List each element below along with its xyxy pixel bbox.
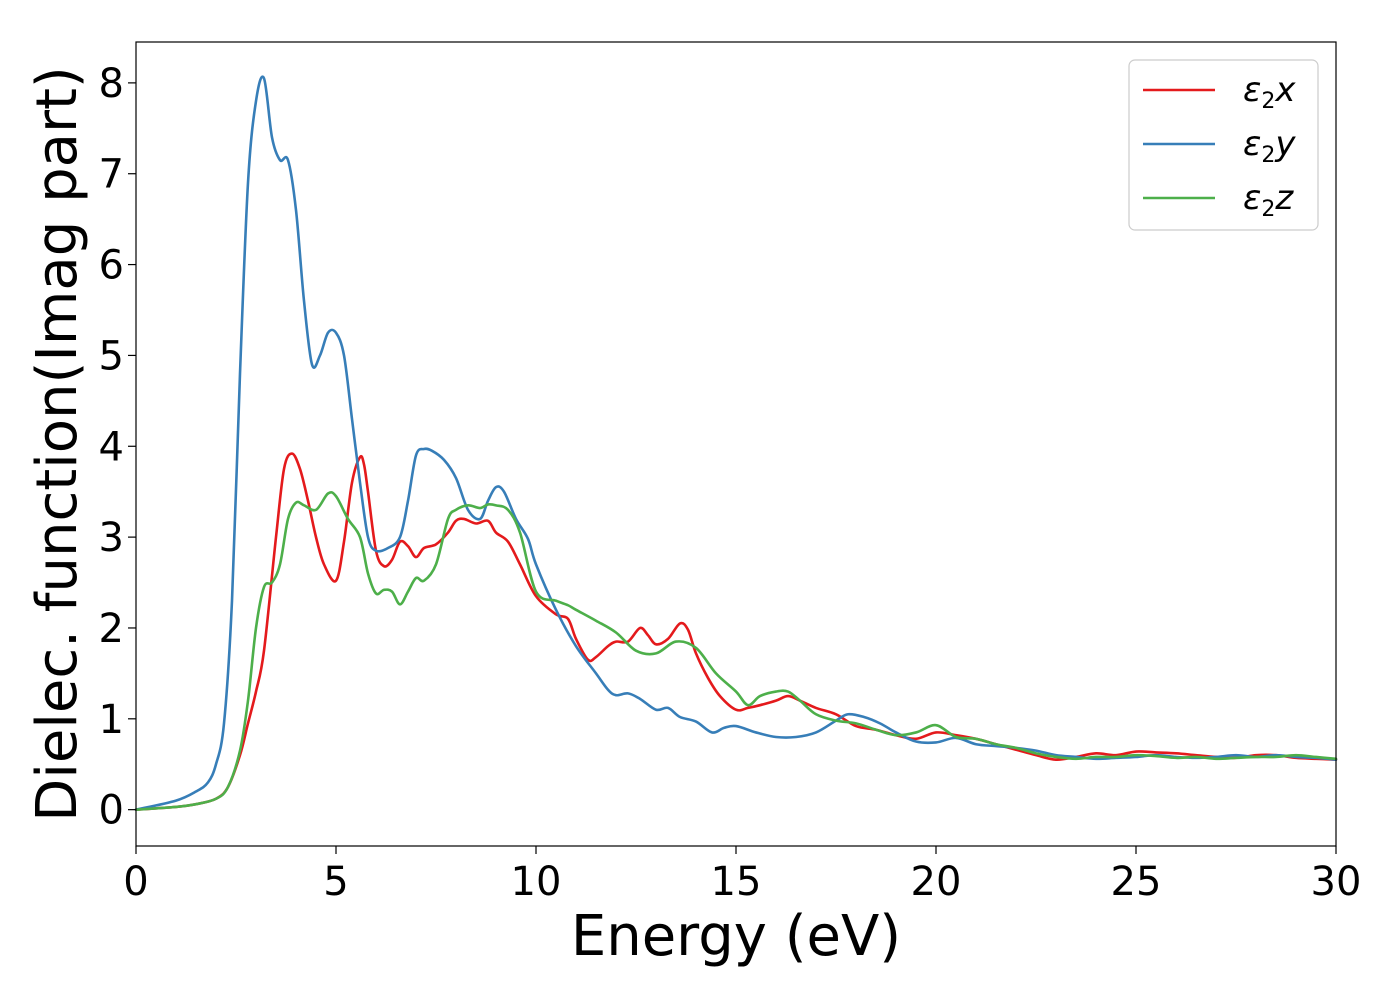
x-tick-label: 15 bbox=[711, 859, 762, 905]
y-tick-label: 8 bbox=[99, 61, 124, 107]
y-axis-title: Dielec. function(Imag part) bbox=[25, 66, 90, 822]
y-tick-label: 0 bbox=[99, 788, 124, 834]
x-axis-title: Energy (eV) bbox=[571, 904, 901, 969]
y-tick-label: 7 bbox=[99, 152, 124, 198]
y-tick-label: 2 bbox=[99, 606, 124, 652]
x-axis: 0 5 10 15 20 25 30 bbox=[123, 846, 1361, 905]
y-tick-label: 5 bbox=[99, 333, 124, 379]
x-tick-label: 20 bbox=[911, 859, 962, 905]
legend-label-x: ε2x bbox=[1243, 70, 1296, 114]
legend-label-y: ε2y bbox=[1243, 124, 1296, 168]
y-tick-label: 6 bbox=[99, 243, 124, 289]
legend-label-z: ε2z bbox=[1243, 178, 1294, 222]
x-tick-label: 25 bbox=[1111, 859, 1162, 905]
series-layer bbox=[134, 75, 1338, 811]
y-tick-label: 3 bbox=[99, 515, 124, 561]
x-tick-label: 30 bbox=[1311, 859, 1362, 905]
legend: ε2x ε2y ε2z bbox=[1128, 59, 1319, 231]
series-line-y bbox=[134, 75, 1338, 811]
y-axis: 0 1 2 3 4 5 6 7 8 bbox=[99, 61, 136, 834]
y-tick-label: 1 bbox=[99, 697, 124, 743]
x-tick-label: 0 bbox=[123, 859, 148, 905]
x-tick-label: 10 bbox=[511, 859, 562, 905]
series-line-x bbox=[134, 452, 1338, 811]
y-tick-label: 4 bbox=[99, 424, 124, 470]
legend-box bbox=[1128, 59, 1319, 231]
x-tick-label: 5 bbox=[323, 859, 348, 905]
series-line-z bbox=[134, 490, 1338, 811]
